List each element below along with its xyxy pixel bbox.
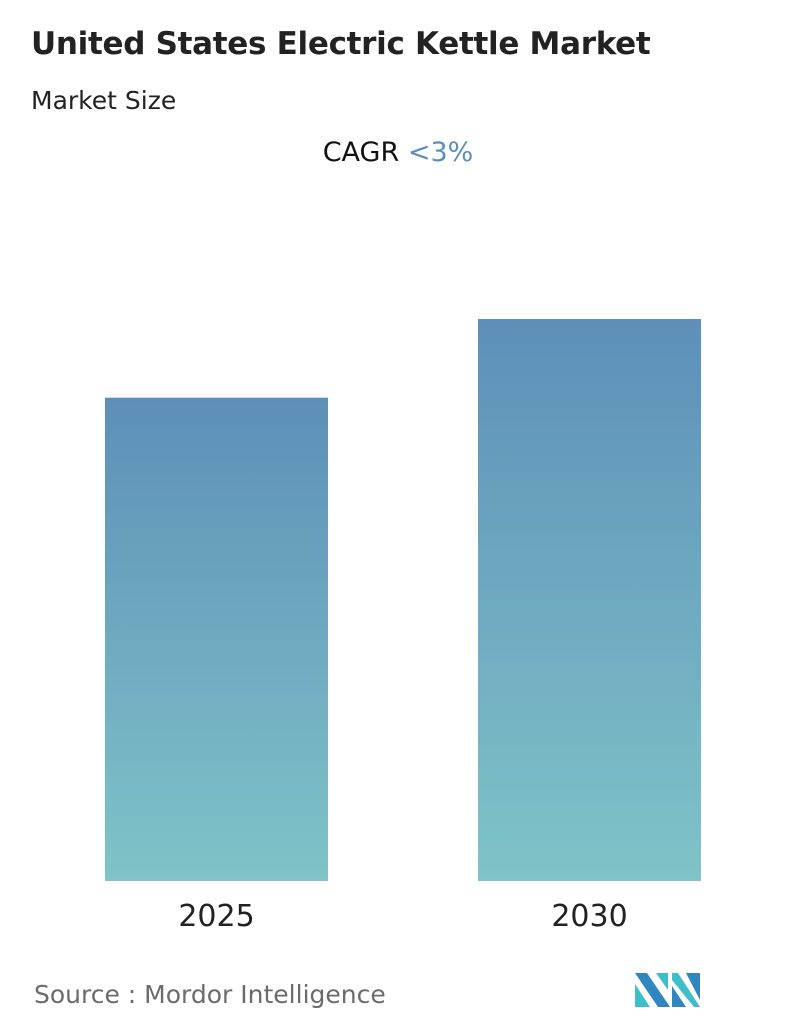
source-text: Source : Mordor Intelligence (34, 980, 386, 1009)
bar-chart: 2025 2030 (105, 319, 701, 934)
bar-2025 (105, 397, 328, 881)
cagr-text: CAGR (322, 137, 400, 168)
chart-subtitle: Market Size (31, 86, 177, 115)
cagr-label: CAGR <3% (0, 137, 796, 168)
bar-2030 (478, 319, 701, 881)
chart-title: United States Electric Kettle Market (31, 26, 651, 62)
mordor-intelligence-logo (635, 973, 700, 1007)
x-tick-label: 2025 (178, 899, 254, 934)
cagr-value: <3% (407, 137, 474, 168)
x-tick-label: 2030 (551, 899, 627, 934)
